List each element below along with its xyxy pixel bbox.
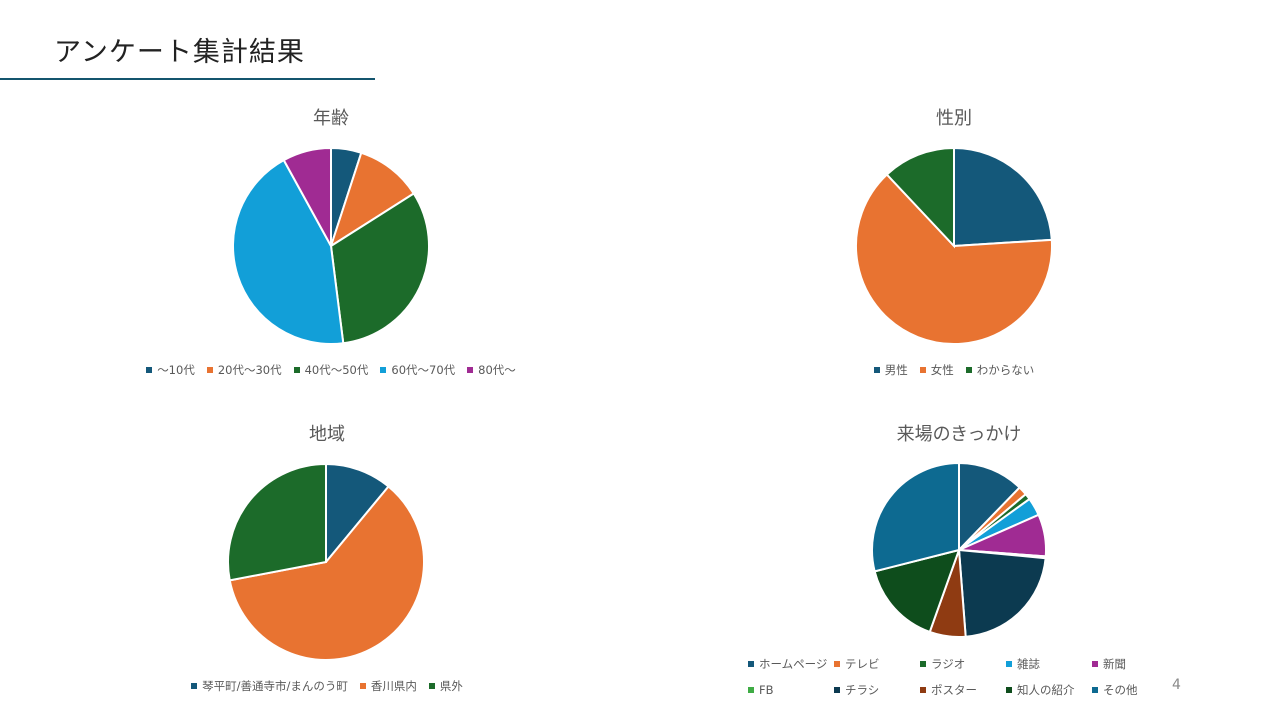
legend-swatch (873, 367, 880, 373)
legend-swatch (359, 683, 366, 689)
legend-swatch (965, 367, 972, 373)
legend-label: 20代～30代 (217, 363, 282, 377)
legend-item: 知人の紹介 (1006, 682, 1092, 698)
legend-label: 80代～ (478, 363, 516, 377)
legend-label: わからない (976, 363, 1035, 377)
slide-title: アンケート集計結果 (54, 37, 305, 68)
legend-label: ホームページ (759, 657, 828, 671)
legend-label: 県外 (439, 679, 463, 693)
legend-label: 雑誌 (1017, 657, 1040, 671)
title-underline (0, 78, 375, 80)
legend-label: 男性 (884, 363, 908, 377)
legend-item: FB (748, 682, 834, 698)
legend-item: その他 (1092, 682, 1178, 698)
legend-swatch (1006, 661, 1012, 667)
legend-label: 60代～70代 (391, 363, 456, 377)
legend-item: 男性 (873, 362, 908, 378)
legend-swatch (380, 367, 387, 373)
legend-swatch (919, 367, 926, 373)
legend-label: 知人の紹介 (1017, 683, 1075, 697)
legend-swatch (748, 687, 754, 693)
legend-label: テレビ (845, 657, 880, 671)
legend-label: FB (759, 683, 774, 697)
legend-item: 香川県内 (359, 678, 417, 694)
legend-swatch (1092, 661, 1098, 667)
legend-swatch (206, 367, 213, 373)
pie-slice (227, 462, 327, 582)
legend-label: ラジオ (931, 657, 966, 671)
legend-item: 40代～50代 (293, 362, 369, 378)
legend-label: 新聞 (1103, 657, 1126, 671)
legend-item: ～10代 (146, 362, 195, 378)
legend-item: テレビ (834, 656, 920, 672)
legend-item: 女性 (919, 362, 954, 378)
legend-swatch (748, 661, 754, 667)
chart-trigger: 来場のきっかけ (759, 416, 1159, 706)
legend-item: 琴平町/善通寺市/まんのう町 (191, 678, 348, 694)
legend-swatch (146, 367, 153, 373)
pie-slice (232, 158, 345, 345)
legend-item: 新聞 (1092, 656, 1178, 672)
legend-label: 40代～50代 (304, 363, 369, 377)
chart-region: 地域 琴平町/善通寺市/まんのう町 香川県内 県外 (127, 416, 527, 706)
legend-label: 琴平町/善通寺市/まんのう町 (202, 679, 348, 693)
pie-slice (329, 151, 416, 249)
legend: 男性 女性 わからない (754, 362, 1154, 378)
chart-title: 地域 (309, 424, 345, 445)
legend-label: 女性 (930, 363, 954, 377)
pie-chart (855, 146, 1053, 345)
legend-item: 20代～30代 (206, 362, 282, 378)
pie-slice (325, 462, 390, 565)
legend-swatch (920, 661, 926, 667)
pie-slice (957, 548, 1047, 638)
legend-label: チラシ (845, 683, 880, 697)
pie-slice (855, 173, 1053, 345)
chart-gender: 性別 男性 女性 わからない (754, 100, 1154, 390)
legend-item: ホームページ (748, 656, 834, 672)
legend-swatch (293, 367, 300, 373)
legend-item: ラジオ (920, 656, 1006, 672)
pie-chart (227, 462, 425, 661)
chart-title: 性別 (936, 108, 972, 129)
legend-item: チラシ (834, 682, 920, 698)
chart-age: 年齢 ～10代 20代～30代 40代～50代 60代～70代 80代～ (131, 100, 531, 390)
chart-title: 来場のきっかけ (896, 424, 1022, 445)
pie-slice (329, 192, 430, 345)
legend: ホームページ テレビ ラジオ 雑誌 新聞 FB チラシ ポスター 知人の紹介 その他 (748, 656, 1178, 698)
legend-item: 県外 (428, 678, 463, 694)
pie-slice (228, 485, 425, 661)
chart-title: 年齢 (313, 108, 349, 129)
pie-chart (871, 461, 1047, 638)
legend-swatch (428, 683, 435, 689)
legend-label: ポスター (931, 683, 977, 697)
legend-item: ポスター (920, 682, 1006, 698)
pie-slice (958, 461, 1021, 553)
legend-label: その他 (1103, 683, 1138, 697)
legend-swatch (191, 683, 198, 689)
legend-swatch (834, 661, 840, 667)
legend: ～10代 20代～30代 40代～50代 60代～70代 80代～ (131, 362, 531, 378)
pie-slice (282, 146, 332, 247)
legend-item: 60代～70代 (380, 362, 455, 378)
pie-slice (953, 146, 1053, 248)
legend-item: わからない (965, 362, 1035, 378)
legend-label: 香川県内 (370, 679, 417, 693)
legend: 琴平町/善通寺市/まんのう町 香川県内 県外 (127, 678, 527, 694)
pie-slice (871, 461, 960, 573)
pie-slice (873, 548, 961, 634)
legend-item: 80代～ (467, 362, 516, 378)
page-number: 4 (1172, 677, 1181, 693)
legend-label: ～10代 (157, 363, 195, 377)
legend-swatch (467, 367, 474, 373)
legend-item: 雑誌 (1006, 656, 1092, 672)
legend-swatch (1092, 687, 1098, 693)
pie-chart (232, 146, 430, 345)
legend-swatch (834, 687, 840, 693)
legend-swatch (920, 687, 926, 693)
legend-swatch (1006, 687, 1012, 693)
pie-slice (885, 146, 955, 249)
